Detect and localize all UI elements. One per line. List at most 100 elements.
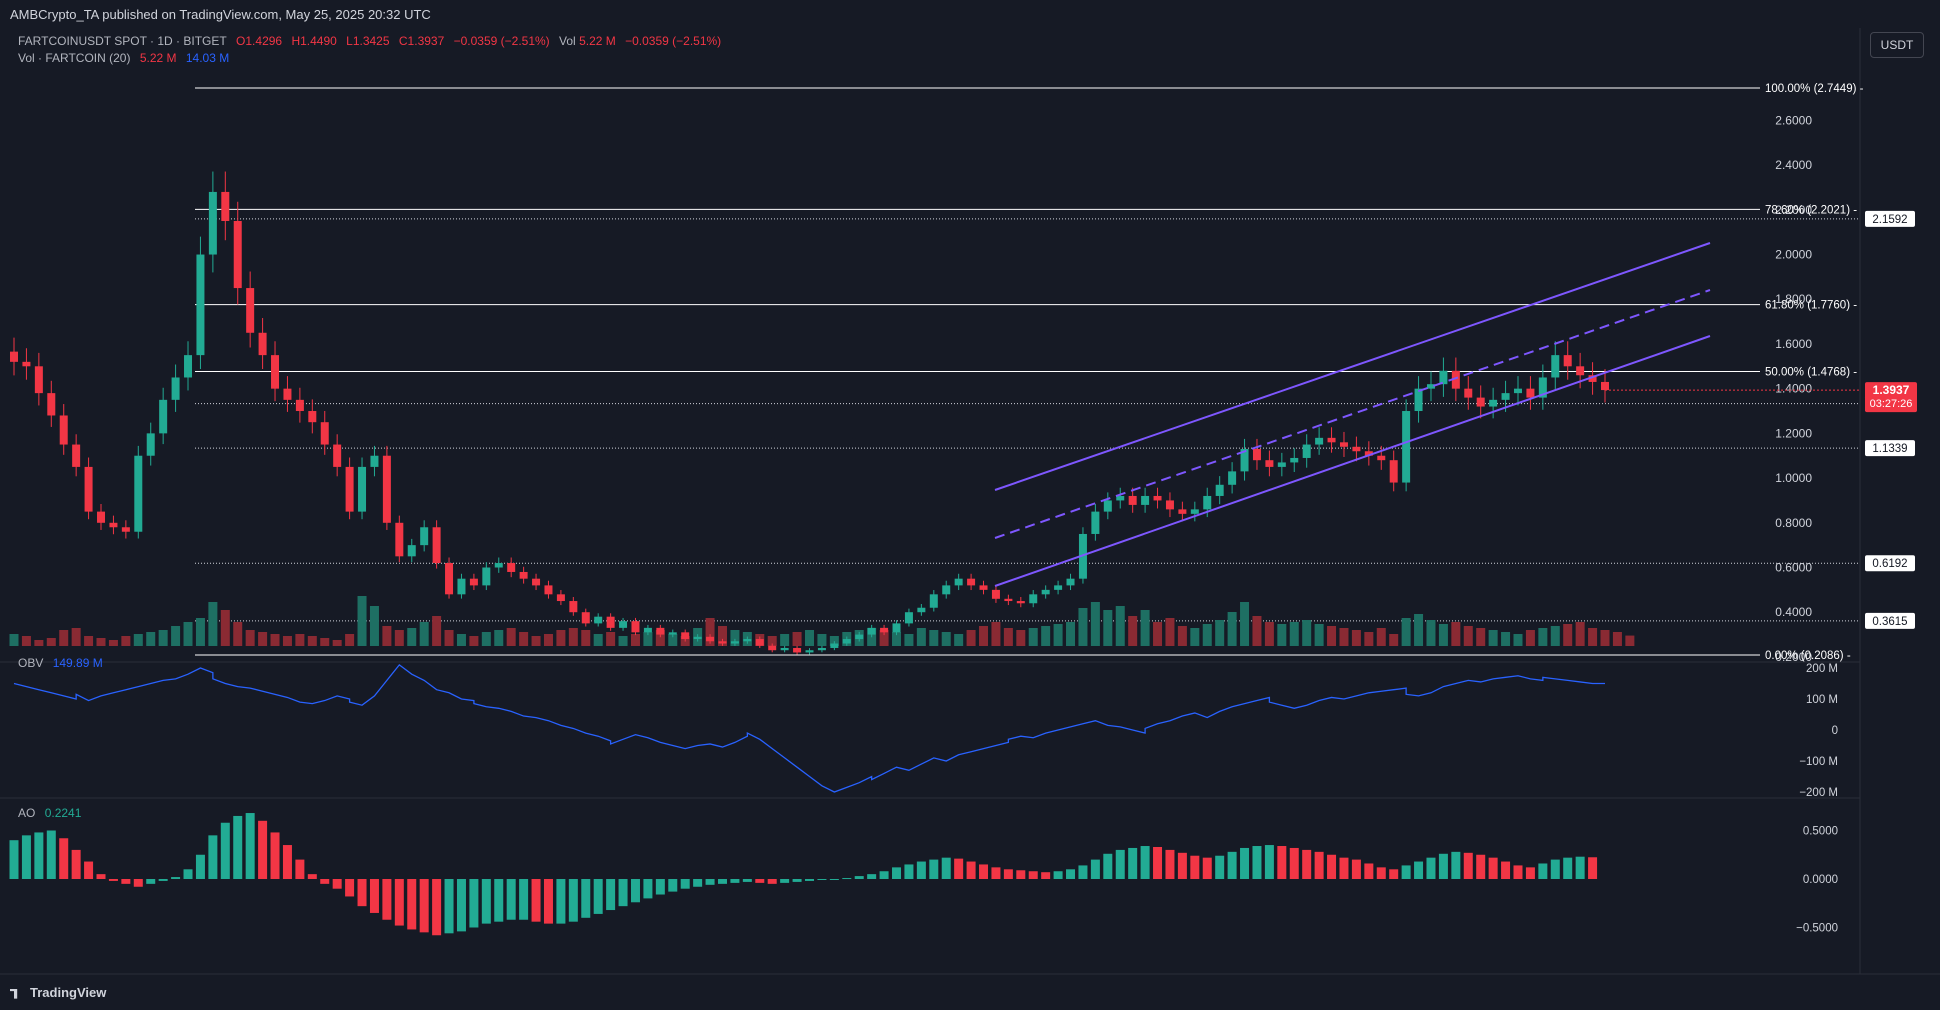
volume-bar <box>432 616 442 646</box>
ao-bar <box>916 861 926 879</box>
volume-bar <box>456 634 466 646</box>
candle-body <box>656 627 665 635</box>
ao-bar <box>1016 870 1026 879</box>
volume-bar <box>1165 618 1175 646</box>
ao-bar <box>668 879 678 892</box>
price-tag-box <box>1865 440 1915 457</box>
volume-bar <box>1103 610 1113 646</box>
ao-bar <box>1140 846 1150 879</box>
ao-bar <box>506 879 516 920</box>
volume-bar <box>233 622 243 646</box>
channel-mid-line <box>994 289 1711 539</box>
low-value: L1.3425 <box>346 34 390 48</box>
volume-bar <box>1513 634 1523 646</box>
ao-bar <box>854 876 864 879</box>
candle-body <box>370 455 379 467</box>
candle-body <box>1277 462 1286 467</box>
volume-bar <box>556 630 566 646</box>
volume-bar <box>258 632 268 646</box>
candle-body <box>121 527 130 532</box>
volume-bar <box>320 638 330 646</box>
candle-body <box>407 545 416 557</box>
ao-bar <box>1550 859 1560 879</box>
candle-body <box>109 522 118 528</box>
ao-bar <box>1389 869 1399 879</box>
candle-body <box>445 563 454 595</box>
ao-bar <box>208 835 218 879</box>
ao-bar <box>780 879 790 883</box>
ao-bar <box>1289 847 1299 879</box>
candle-body <box>532 578 541 586</box>
obv-axis-label: 0 <box>1832 725 1838 737</box>
volume-bar <box>543 634 553 646</box>
candle-body <box>1228 471 1237 485</box>
ao-bar <box>904 864 914 879</box>
ao-bar <box>805 879 814 881</box>
candle-body <box>556 594 565 602</box>
volume-bar <box>59 630 69 646</box>
ao-bar <box>332 879 342 889</box>
volume-bar <box>84 636 94 646</box>
ao-bar <box>1252 846 1262 879</box>
volume-bar <box>1339 628 1349 646</box>
candle-body <box>1153 495 1162 501</box>
volume-bar <box>1364 632 1374 646</box>
current-price-label: 1.3937 <box>1873 383 1910 397</box>
vol-ma-value: 5.22 M <box>139 51 177 65</box>
ao-bar <box>556 879 566 924</box>
volume-bar <box>1451 622 1461 646</box>
candle-body <box>1476 397 1485 407</box>
open-value: O1.4296 <box>236 34 283 48</box>
ao-value: 0.2241 <box>44 806 82 820</box>
candle-body <box>519 571 528 579</box>
ao-bar <box>282 845 292 879</box>
candle-body <box>84 466 93 512</box>
ao-label[interactable]: AO <box>18 806 36 820</box>
change-value: −0.0359 (−2.51%) <box>453 34 550 48</box>
volume-bar <box>369 606 379 646</box>
obv-label[interactable]: OBV <box>18 656 44 670</box>
volume-bar <box>21 636 31 646</box>
currency-button[interactable]: USDT <box>1870 32 1924 58</box>
candle-body <box>507 563 516 572</box>
chart-canvas[interactable]: 2.6000 2.4000 2.2000 2.0000 1.8000 1.6000 1.40… <box>0 28 1940 980</box>
volume-bar <box>494 630 504 646</box>
volume-bar <box>133 634 143 646</box>
ao-bar <box>171 877 181 879</box>
candle-body <box>159 399 168 434</box>
volume-bar <box>1289 622 1299 646</box>
price-axis-label: 2.2000 <box>1775 203 1812 217</box>
ao-bar <box>195 854 205 879</box>
candle-body <box>855 634 864 640</box>
volume-bar <box>1376 628 1386 646</box>
ao-bar <box>1414 861 1424 879</box>
volume-bar <box>606 632 616 646</box>
volume-bar <box>792 632 802 646</box>
price-tag-box <box>1865 210 1915 227</box>
volume-bar <box>717 626 727 646</box>
ao-bar <box>519 879 529 920</box>
vol-ma-label[interactable]: Vol · FARTCOIN (20) <box>18 51 131 65</box>
candle-body <box>817 647 826 651</box>
candle-body <box>1178 509 1187 514</box>
candle-body <box>681 632 690 640</box>
tradingview-logo[interactable]: TradingView <box>10 985 106 1000</box>
symbol-name[interactable]: FARTCOINUSDT SPOT · 1D · BITGET <box>18 34 227 48</box>
ao-bar <box>941 857 951 879</box>
ao-bar <box>581 879 591 918</box>
candle-body <box>706 636 715 642</box>
candle-body <box>1091 511 1100 534</box>
volume-bar <box>158 630 168 646</box>
ao-bar <box>1351 859 1361 879</box>
obv-axis-label: −200 M <box>1799 787 1838 799</box>
candle-body <box>271 355 280 389</box>
ao-bar <box>1451 851 1461 879</box>
candle-body <box>1041 589 1050 595</box>
candle-body <box>1352 446 1361 452</box>
ao-bar <box>1177 852 1187 879</box>
volume-bar <box>1215 620 1225 646</box>
volume-bar <box>954 634 964 646</box>
candle-body <box>10 351 18 362</box>
ao-axis-label: 0.5000 <box>1803 826 1838 838</box>
ao-bar <box>444 879 454 934</box>
